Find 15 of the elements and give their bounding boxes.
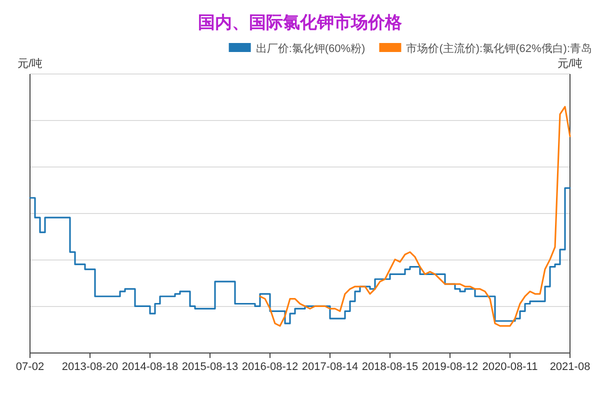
x-tick-label: 2019-08-12 (422, 361, 478, 373)
x-tick-label: 2015-08-13 (182, 361, 238, 373)
y2-axis-title: 元/吨 (557, 57, 583, 70)
x-tick-label: 2018-08-15 (362, 361, 418, 373)
x-tick-label: 2016-08-12 (242, 361, 298, 373)
y-axis-title: 元/吨 (17, 57, 43, 70)
x-tick-label: 2014-08-18 (122, 361, 178, 373)
x-tick-label: 2020-08-11 (482, 361, 538, 373)
x-tick-label: 07-02 (16, 361, 44, 373)
x-tick-label: 2013-08-20 (62, 361, 118, 373)
legend-label: 市场价(主流价):氯化钾(62%俄白):青岛 (406, 42, 592, 55)
legend-label: 出厂价:氯化钾(60%粉) (256, 42, 366, 55)
x-tick-label: 2021-08 (550, 361, 590, 373)
chart-title: 国内、国际氯化钾市场价格 (198, 13, 403, 32)
x-tick-label: 2017-08-14 (302, 361, 358, 373)
